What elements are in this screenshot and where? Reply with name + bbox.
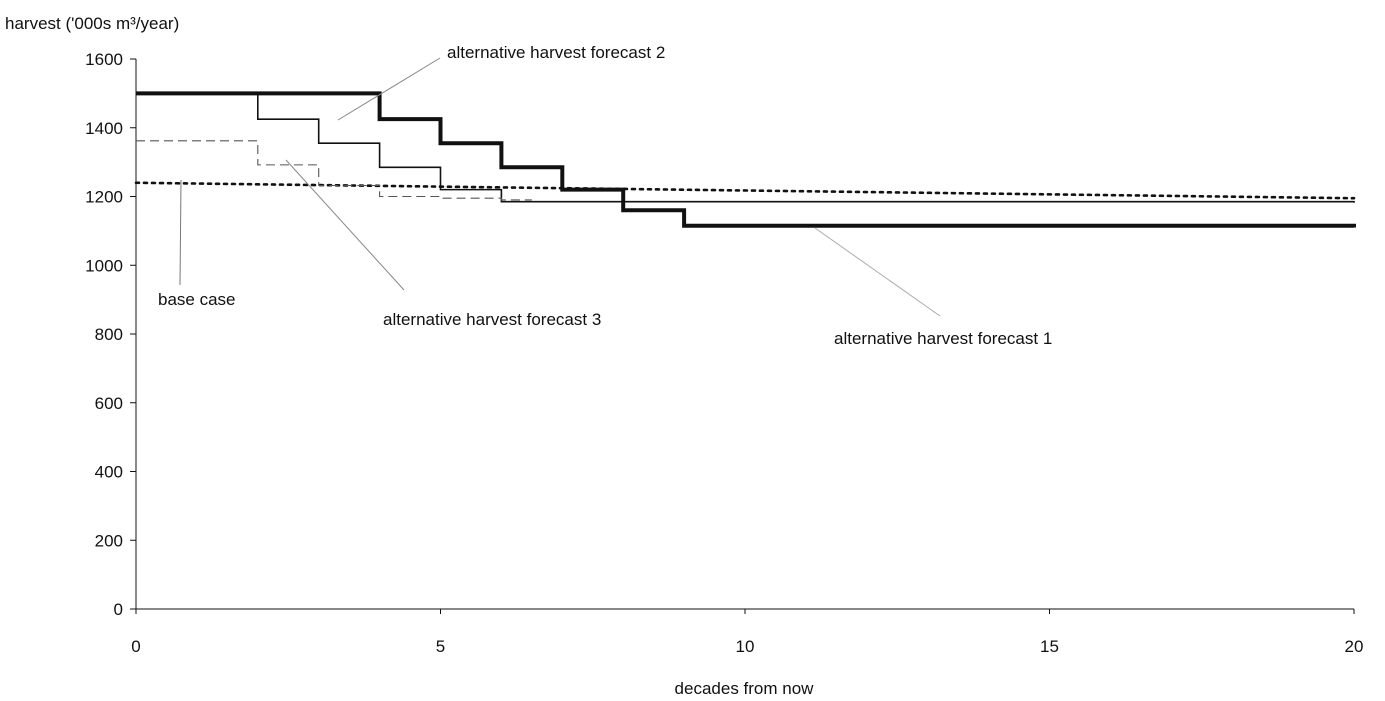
series-line-base [134, 181, 1356, 200]
y-tick-label: 1000 [85, 256, 123, 275]
x-tick-label: 15 [1040, 637, 1059, 656]
y-tick-label: 400 [95, 463, 123, 482]
leader-forecast-3 [285, 159, 405, 291]
axes: 0 200 400 600 800 1000 1200 1400 1600 0 5 10 15 20 [85, 50, 1363, 656]
y-tick-label: 200 [95, 531, 123, 550]
series-line-forecast3 [136, 140, 532, 201]
annotation-forecast-3: alternative harvest forecast 3 [383, 310, 601, 329]
x-tick-label: 10 [736, 637, 755, 656]
y-tick-label: 1200 [85, 188, 123, 207]
y-tick-label: 1600 [85, 50, 123, 69]
x-ticks: 0 5 10 15 20 [131, 609, 1363, 656]
x-tick-label: 5 [436, 637, 445, 656]
y-tick-label: 600 [95, 394, 123, 413]
annotation-forecast-2: alternative harvest forecast 2 [447, 43, 665, 62]
series-line-forecast1 [136, 91, 1356, 228]
x-tick-label: 20 [1345, 637, 1364, 656]
annotations: base case alternative harvest forecast 2… [158, 43, 1052, 348]
x-tick-label: 0 [131, 637, 140, 656]
leader-base-case [179, 179, 182, 286]
annotation-forecast-1: alternative harvest forecast 1 [834, 329, 1052, 348]
annotation-base-case: base case [158, 290, 236, 309]
series-line-forecast2 [136, 92, 1355, 203]
x-axis-label: decades from now [675, 679, 815, 698]
y-axis-label: harvest ('000s m³/year) [5, 14, 179, 33]
y-tick-label: 0 [114, 600, 123, 619]
leader-forecast-2 [337, 57, 441, 121]
y-tick-label: 1400 [85, 119, 123, 138]
leader-forecast-1 [814, 227, 941, 317]
y-tick-label: 800 [95, 325, 123, 344]
y-ticks: 0 200 400 600 800 1000 1200 1400 1600 [85, 50, 136, 619]
series-layer [134, 91, 1356, 228]
